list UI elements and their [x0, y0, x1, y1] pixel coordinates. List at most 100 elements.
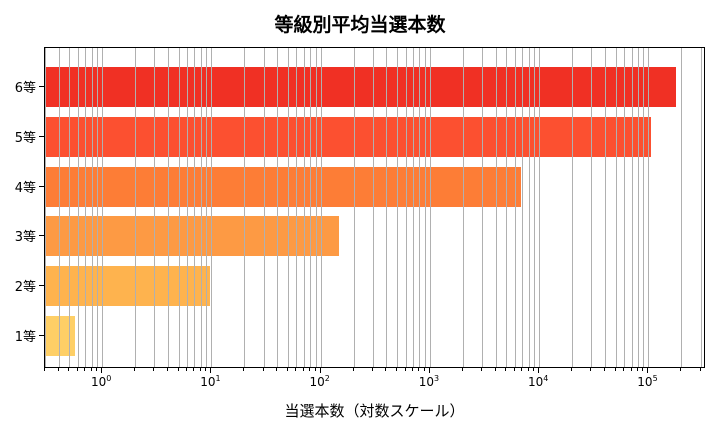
x-minor-tick: [76, 368, 78, 371]
minor-gridline: [624, 48, 626, 367]
x-minor-tick: [243, 368, 245, 371]
x-major-tick: [210, 368, 212, 373]
y-tick: [39, 135, 44, 137]
x-tick-label: 101: [200, 374, 221, 389]
x-tick-label: 100: [90, 374, 112, 389]
minor-gridline: [700, 48, 702, 367]
minor-gridline: [419, 48, 421, 367]
x-minor-tick: [418, 368, 420, 371]
x-minor-tick: [385, 368, 387, 371]
x-major-tick: [319, 368, 321, 373]
minor-gridline: [572, 48, 574, 367]
major-gridline: [102, 48, 104, 367]
x-minor-tick: [636, 368, 638, 371]
minor-gridline: [482, 48, 484, 367]
x-minor-tick: [521, 368, 523, 371]
bar-3等: [45, 216, 339, 257]
minor-gridline: [45, 48, 46, 367]
bar-1等: [45, 316, 76, 356]
minor-gridline: [296, 48, 298, 367]
minor-gridline: [605, 48, 606, 367]
x-minor-tick: [286, 368, 288, 371]
minor-gridline: [194, 48, 196, 367]
x-minor-tick: [309, 368, 311, 371]
minor-gridline: [637, 48, 639, 367]
x-minor-tick: [262, 368, 264, 371]
major-gridline: [429, 48, 431, 367]
x-minor-tick: [314, 368, 316, 371]
y-tick: [39, 335, 44, 336]
bar-6等: [45, 67, 676, 107]
minor-gridline: [97, 48, 99, 367]
x-minor-tick: [134, 368, 136, 371]
x-minor-tick: [302, 368, 304, 371]
minor-gridline: [522, 48, 524, 367]
x-minor-tick: [205, 368, 207, 371]
y-tick-label: 5等: [14, 130, 36, 146]
minor-gridline: [69, 48, 71, 367]
x-minor-tick: [396, 368, 398, 371]
x-major-tick: [101, 368, 103, 373]
x-minor-tick: [68, 368, 70, 371]
x-minor-tick: [57, 368, 59, 371]
x-minor-tick: [461, 368, 463, 371]
plot-area: [44, 47, 705, 368]
minor-gridline: [681, 48, 683, 367]
x-axis-label: 当選本数（対数スケール）: [284, 402, 465, 420]
minor-gridline: [91, 48, 93, 367]
major-gridline: [320, 48, 322, 367]
minor-gridline: [187, 48, 189, 367]
x-minor-tick: [412, 368, 414, 371]
minor-gridline: [167, 48, 169, 367]
minor-gridline: [154, 48, 156, 367]
x-major-tick: [647, 368, 649, 373]
x-tick-label: 105: [637, 374, 658, 389]
major-gridline: [648, 48, 650, 367]
minor-gridline: [277, 48, 279, 367]
minor-gridline: [397, 48, 399, 367]
minor-gridline: [506, 48, 508, 367]
y-tick: [39, 86, 44, 87]
x-minor-tick: [680, 368, 682, 371]
major-gridline: [539, 48, 541, 367]
minor-gridline: [77, 48, 79, 367]
x-minor-tick: [590, 368, 592, 371]
minor-gridline: [287, 48, 289, 367]
minor-gridline: [631, 48, 633, 367]
x-minor-tick: [352, 368, 354, 371]
x-minor-tick: [96, 368, 98, 371]
minor-gridline: [405, 48, 407, 367]
y-tick-label: 6等: [14, 81, 36, 96]
minor-gridline: [413, 48, 415, 367]
minor-gridline: [462, 48, 464, 367]
x-minor-tick: [371, 368, 373, 371]
major-gridline: [211, 48, 213, 367]
x-minor-tick: [699, 368, 701, 371]
x-minor-tick: [199, 368, 201, 371]
y-tick-label: 4等: [14, 180, 36, 196]
x-tick-label: 102: [309, 374, 330, 389]
x-minor-tick: [166, 368, 168, 371]
y-tick-label: 3等: [14, 230, 36, 246]
minor-gridline: [424, 48, 426, 367]
x-tick-label: 103: [418, 374, 440, 389]
x-major-tick: [428, 368, 430, 373]
x-minor-tick: [505, 368, 507, 371]
y-tick-label: 1等: [14, 330, 36, 345]
x-minor-tick: [84, 368, 86, 371]
minor-gridline: [514, 48, 516, 367]
x-minor-tick: [494, 368, 496, 371]
y-tick: [39, 235, 44, 237]
x-minor-tick: [193, 368, 195, 371]
minor-gridline: [58, 48, 60, 367]
bar-5等: [45, 116, 651, 157]
minor-gridline: [244, 48, 246, 367]
minor-gridline: [495, 48, 497, 367]
x-minor-tick: [404, 368, 406, 371]
x-minor-tick: [153, 368, 155, 371]
x-minor-tick: [642, 368, 644, 371]
x-minor-tick: [177, 368, 179, 371]
x-minor-tick: [90, 368, 92, 371]
minor-gridline: [386, 48, 388, 367]
bar-2等: [45, 266, 210, 307]
